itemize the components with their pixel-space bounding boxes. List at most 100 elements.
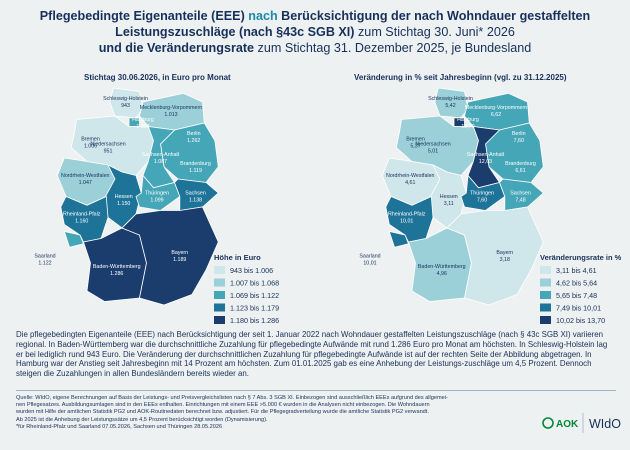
divider <box>16 390 616 391</box>
state-value: 1.150 <box>117 201 130 207</box>
state-value: 1.099 <box>150 198 163 204</box>
title-part: Leistungszuschläge (nach §43c SGB XI) <box>115 25 355 39</box>
state-region <box>446 206 544 306</box>
state-region <box>121 206 219 306</box>
legend-label: 1.180 bis 1.286 <box>230 316 279 325</box>
legend-swatch <box>540 278 551 287</box>
state-name: Bremen <box>81 136 100 142</box>
title-part: Berücksichtigung der nach Wohndauer gest… <box>277 9 591 23</box>
legend-title: Veränderungsrate in % <box>540 253 622 262</box>
state-name: Baden-Württemberg <box>93 264 141 270</box>
footnote-line: nen Pflegesatzes. Ausbildungsumlagen sin… <box>16 402 430 409</box>
state-name: Bremen <box>406 136 425 142</box>
state-name: Baden-Württemberg <box>418 264 466 270</box>
state-value: 1.122 <box>38 261 51 267</box>
legend-label: 4,62 bis 5,64 <box>556 279 597 288</box>
state-value: 1.006 <box>84 143 97 149</box>
logo: AOK <box>556 419 579 430</box>
footnote-line: Quelle: WIdO, eigene Berechnungen auf Ba… <box>16 395 448 401</box>
state-name: Rheinland-Pfalz <box>63 212 101 218</box>
state-value: 4,61 <box>405 180 415 186</box>
legend-swatch <box>214 266 225 274</box>
state-name: Schleswig-Holstein <box>428 96 473 102</box>
state-name: Niedersachsen <box>90 142 125 148</box>
state-value: 6,62 <box>491 112 501 118</box>
state-name: Brandenburg <box>505 161 536 167</box>
legend-label: 1.069 bis 1.122 <box>230 291 279 300</box>
logo: WIdO <box>589 417 621 431</box>
state-value: 951 <box>104 149 113 155</box>
state-value: 7,48 <box>515 198 525 204</box>
title-line: und die Veränderungsrate zum Stichtag 31… <box>0 40 630 56</box>
footnote-line: *für Rheinland-Pfalz und Saarland 07.05.… <box>16 423 223 430</box>
state-region <box>388 230 410 248</box>
state-name: Mecklenburg-Vorpommern <box>140 105 202 111</box>
state-name: Brandenburg <box>180 161 211 167</box>
state-value: 7,60 <box>477 198 487 204</box>
logo-mark <box>542 417 554 429</box>
state-region <box>499 178 544 211</box>
state-name: Niedersachsen <box>415 142 450 148</box>
map-subtitle: Veränderung in % seit Jahresbeginn (vgl.… <box>354 73 567 82</box>
state-value: 1.138 <box>189 198 202 204</box>
state-name: Rheinland-Pfalz <box>388 212 426 218</box>
state-value: 3,11 <box>444 201 454 207</box>
legend-label: 10,02 bis 13,70 <box>556 316 605 325</box>
state-name: Saarland <box>359 254 380 260</box>
state-name: Hessen <box>115 194 133 200</box>
legend-swatch <box>540 266 551 274</box>
legend-label: 7,49 bis 10,01 <box>556 304 601 313</box>
state-value: 1.160 <box>75 219 88 225</box>
legend-label: 3,11 bis 4,61 <box>556 266 597 275</box>
legend-label: 5,65 bis 7,48 <box>556 291 597 300</box>
state-name: Hamburg <box>132 117 154 123</box>
state-name: Bayern <box>496 250 513 256</box>
legend-label: 943 bis 1.006 <box>230 266 273 275</box>
footnote-line: wurden mit Hilfe der amtlichen Statistik… <box>16 409 429 416</box>
title-part: und die Veränderungsrate <box>98 41 255 55</box>
state-name: Thüringen <box>470 191 494 197</box>
state-name: Bayern <box>171 250 188 256</box>
footnote: Quelle: WIdO, eigene Berechnungen auf Ba… <box>16 395 536 431</box>
title-line: Pflegebedingte Eigenanteile (EEE) nach B… <box>0 8 630 24</box>
state-value: 12,03 <box>479 159 492 165</box>
legend-swatch <box>540 303 551 312</box>
state-value: 4,96 <box>437 271 447 277</box>
state-name: Hessen <box>440 194 458 200</box>
state-value: 5,42 <box>445 103 455 109</box>
state-name: Sachsen-Anhalt <box>467 152 505 158</box>
state-value: 10,01 <box>400 219 413 225</box>
state-value: 1.013 <box>164 112 177 118</box>
title-line: Leistungszuschläge (nach §43c SGB XI) zu… <box>0 24 630 40</box>
state-value: 1.098 <box>136 124 149 130</box>
state-value: 1.087 <box>154 159 167 165</box>
state-region <box>174 178 219 211</box>
legend-swatch <box>214 278 225 287</box>
state-value: 5,37 <box>410 143 420 149</box>
state-name: Sachsen-Anhalt <box>142 152 180 158</box>
state-value: 6,61 <box>515 168 525 174</box>
legend-swatch <box>540 291 551 299</box>
legend-swatch <box>214 291 225 299</box>
state-region <box>63 230 85 248</box>
legend-swatch <box>214 303 225 312</box>
state-value: 1.286 <box>110 271 123 277</box>
state-name: Thüringen <box>145 191 169 197</box>
legend-swatch <box>540 316 551 324</box>
state-value: 7,60 <box>514 138 524 144</box>
legend-label: 1.007 bis 1.068 <box>230 279 279 288</box>
body-text: Die pflegebedingten Eigenanteile (EEE) n… <box>16 330 608 379</box>
state-name: Nordrhein-Westfalen <box>61 173 110 179</box>
state-value: 13,70 <box>461 124 474 130</box>
legend-label: 1.123 bis 1.179 <box>230 304 279 313</box>
state-name: Saarland <box>34 254 55 260</box>
title: Pflegebedingte Eigenanteile (EEE) nach B… <box>0 8 630 56</box>
state-name: Nordrhein-Westfalen <box>386 173 435 179</box>
map-subtitle: Stichtag 30.06.2026, in Euro pro Monat <box>84 73 231 82</box>
legend-swatch <box>214 316 225 324</box>
state-value: 1.119 <box>189 168 202 174</box>
state-name: Schleswig-Holstein <box>103 96 148 102</box>
state-name: Mecklenburg-Vorpommern <box>465 105 527 111</box>
